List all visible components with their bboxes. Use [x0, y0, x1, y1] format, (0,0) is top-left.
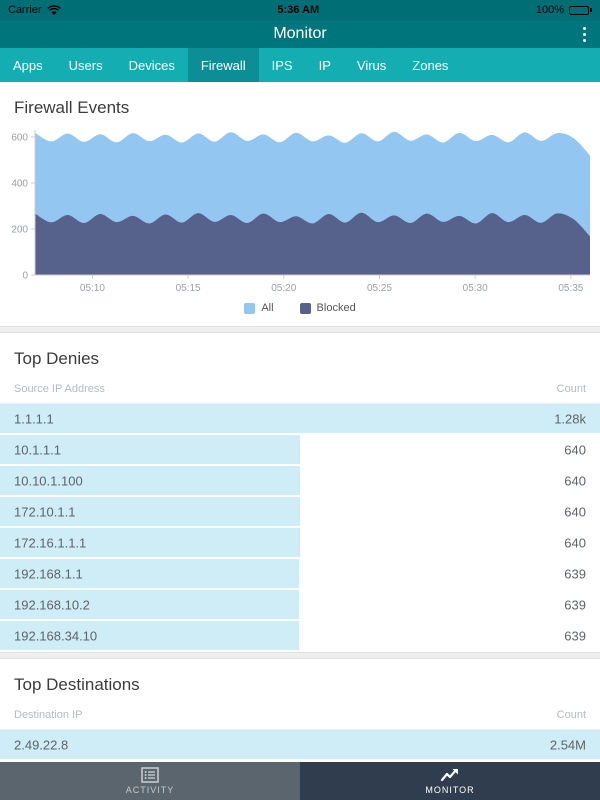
top-denies-row[interactable]: 172.10.1.1 640	[0, 497, 600, 526]
count-value: 640	[564, 504, 586, 519]
status-bar: Carrier 5:36 AM 100%	[0, 0, 600, 20]
column-destination-ip: Destination IP	[14, 709, 83, 721]
count-bar	[0, 435, 300, 464]
count-bar	[0, 730, 600, 759]
nav-bar: Monitor	[0, 20, 600, 48]
page-title: Monitor	[273, 25, 327, 42]
wifi-icon	[46, 4, 61, 15]
count-bar	[0, 528, 300, 557]
legend-label: Blocked	[316, 302, 356, 314]
svg-text:400: 400	[11, 179, 28, 190]
legend-item-blocked: Blocked	[299, 302, 356, 314]
ip-address: 192.168.34.10	[14, 628, 98, 643]
section-divider	[0, 326, 600, 333]
count-bar	[0, 404, 600, 433]
legend-item-all: All	[244, 302, 274, 314]
section-title-firewall-events: Firewall Events	[14, 98, 130, 117]
count-value: 2.54M	[549, 737, 586, 752]
svg-text:05:30: 05:30	[463, 283, 488, 294]
top-denies-row[interactable]: 10.1.1.1 640	[0, 435, 600, 464]
svg-text:200: 200	[11, 225, 28, 236]
top-denies-table: 1.1.1.1 1.28k 10.1.1.1 640 10.10.1.100 640 172…	[0, 404, 600, 650]
firewall-events-chart: 0 200 400 600 05:10 05:15 05:20 05:25 05:30 05:35…	[0, 122, 600, 314]
top-denies-row[interactable]: 172.16.1.1.1 640	[0, 528, 600, 557]
tab-firewall[interactable]: Firewall	[187, 48, 259, 82]
count-bar	[0, 621, 300, 650]
ip-address: 2.49.22.8	[14, 737, 69, 752]
clock: 5:36 AM	[277, 4, 320, 16]
bottom-tab-activity[interactable]: ACTIVITY	[0, 762, 300, 800]
count-bar	[0, 590, 300, 619]
category-tab-bar: Apps Users Devices Firewall IPS IP Virus Zones	[0, 48, 600, 82]
svg-text:05:15: 05:15	[176, 283, 201, 294]
svg-text:05:25: 05:25	[367, 283, 392, 294]
count-value: 639	[564, 628, 586, 643]
battery-icon	[568, 4, 592, 16]
section-title-top-denies: Top Denies	[14, 349, 100, 368]
tab-devices[interactable]: Devices	[128, 57, 175, 73]
ip-address: 10.10.1.100	[14, 473, 83, 488]
column-source-ip: Source IP Address	[14, 383, 105, 395]
count-value: 639	[564, 566, 586, 581]
top-denies-row[interactable]: 192.168.1.1 639	[0, 559, 600, 588]
ip-address: 10.1.1.1	[14, 442, 61, 457]
bottom-tab-monitor[interactable]: MONITOR	[300, 762, 600, 800]
chart-legend: All Blocked	[0, 302, 600, 314]
monitor-trend-icon	[440, 768, 458, 782]
svg-text:600: 600	[11, 133, 28, 144]
tab-ips[interactable]: IPS	[271, 57, 293, 73]
main-content: Firewall Events 0 200 400 600 05:10 05:15 05:2…	[0, 82, 600, 759]
top-denies-row[interactable]: 1.1.1.1 1.28k	[0, 404, 600, 433]
top-destinations-table: 2.49.22.8 2.54M	[0, 730, 600, 759]
top-denies-row[interactable]: 10.10.1.100 640	[0, 466, 600, 495]
tab-users[interactable]: Users	[68, 57, 103, 73]
legend-swatch	[244, 302, 256, 314]
ip-address: 172.16.1.1.1	[14, 535, 87, 550]
overflow-menu-icon[interactable]	[572, 20, 596, 48]
area-chart-svg: 0 200 400 600 05:10 05:15 05:20 05:25 05:30 05:35	[11, 130, 590, 294]
count-value: 1.28k	[554, 411, 586, 426]
top-denies-row[interactable]: 192.168.10.2 639	[0, 590, 600, 619]
carrier-label: Carrier	[8, 4, 42, 16]
ip-address: 172.10.1.1	[14, 504, 76, 519]
top-denies-row[interactable]: 192.168.34.10 639	[0, 621, 600, 650]
count-value: 639	[564, 597, 586, 612]
tab-ip[interactable]: IP	[318, 57, 331, 73]
section-divider	[0, 652, 600, 659]
monitor-label: MONITOR	[425, 785, 475, 795]
column-count: Count	[556, 709, 586, 721]
top-destinations-header: Destination IP Count	[0, 699, 600, 730]
tab-apps[interactable]: Apps	[13, 57, 43, 73]
count-value: 640	[564, 535, 586, 550]
tab-virus[interactable]: Virus	[356, 57, 387, 73]
top-destinations-row[interactable]: 2.49.22.8 2.54M	[0, 730, 600, 759]
count-bar	[0, 559, 300, 588]
ip-address: 1.1.1.1	[14, 411, 54, 426]
legend-label: All	[261, 302, 274, 314]
activity-list-icon	[141, 767, 159, 783]
section-title-top-destinations: Top Destinations	[14, 675, 140, 694]
battery-percent: 100%	[535, 4, 564, 16]
count-value: 640	[564, 473, 586, 488]
svg-text:05:20: 05:20	[271, 283, 296, 294]
count-value: 640	[564, 442, 586, 457]
bottom-tab-bar: ACTIVITY MONITOR	[0, 762, 600, 800]
ip-address: 192.168.10.2	[14, 597, 90, 612]
count-bar	[0, 466, 300, 495]
svg-text:05:35: 05:35	[558, 283, 583, 294]
top-denies-header: Source IP Address Count	[0, 373, 600, 404]
tab-zones[interactable]: Zones	[412, 57, 449, 73]
legend-swatch	[299, 302, 311, 314]
column-count: Count	[556, 383, 586, 395]
activity-label: ACTIVITY	[125, 785, 175, 795]
ip-address: 192.168.1.1	[14, 566, 83, 581]
svg-text:0: 0	[22, 271, 28, 282]
count-bar	[0, 497, 300, 526]
svg-text:05:10: 05:10	[80, 283, 105, 294]
